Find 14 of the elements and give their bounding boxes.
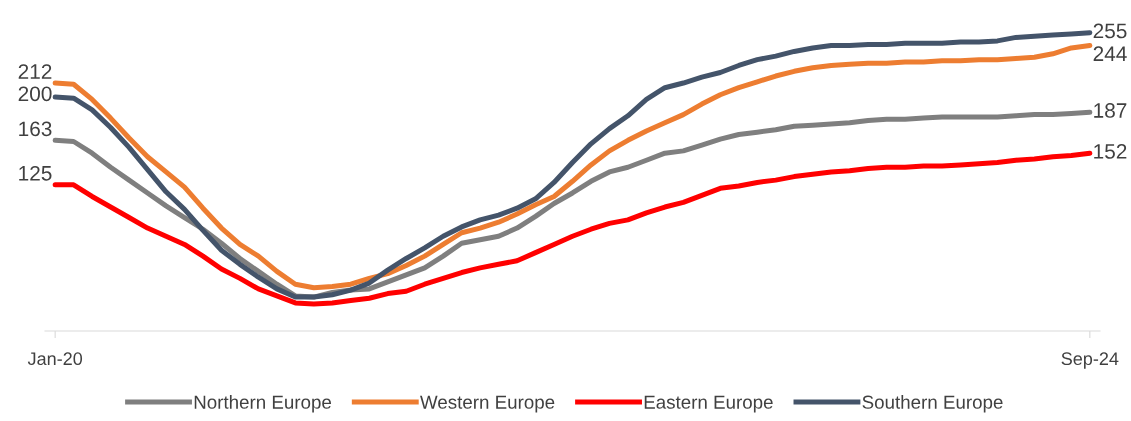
x-tick-label: Sep-24 xyxy=(1061,352,1119,369)
legend-label: Eastern Europe xyxy=(644,395,773,413)
data-label: 152 xyxy=(1094,144,1127,159)
legend-label: Northern Europe xyxy=(194,395,332,413)
legend-label: Southern Europe xyxy=(862,395,1003,413)
legend-label: Western Europe xyxy=(420,395,555,413)
data-label: 125 xyxy=(19,165,52,181)
data-label: 200 xyxy=(18,86,52,102)
x-tick-label: Jan-20 xyxy=(27,352,83,366)
data-label: 255 xyxy=(1093,23,1127,39)
data-label: 212 xyxy=(18,64,52,79)
data-label: 187 xyxy=(1094,103,1127,118)
data-label: 163 xyxy=(19,121,52,137)
data-label: 244 xyxy=(1093,46,1127,61)
